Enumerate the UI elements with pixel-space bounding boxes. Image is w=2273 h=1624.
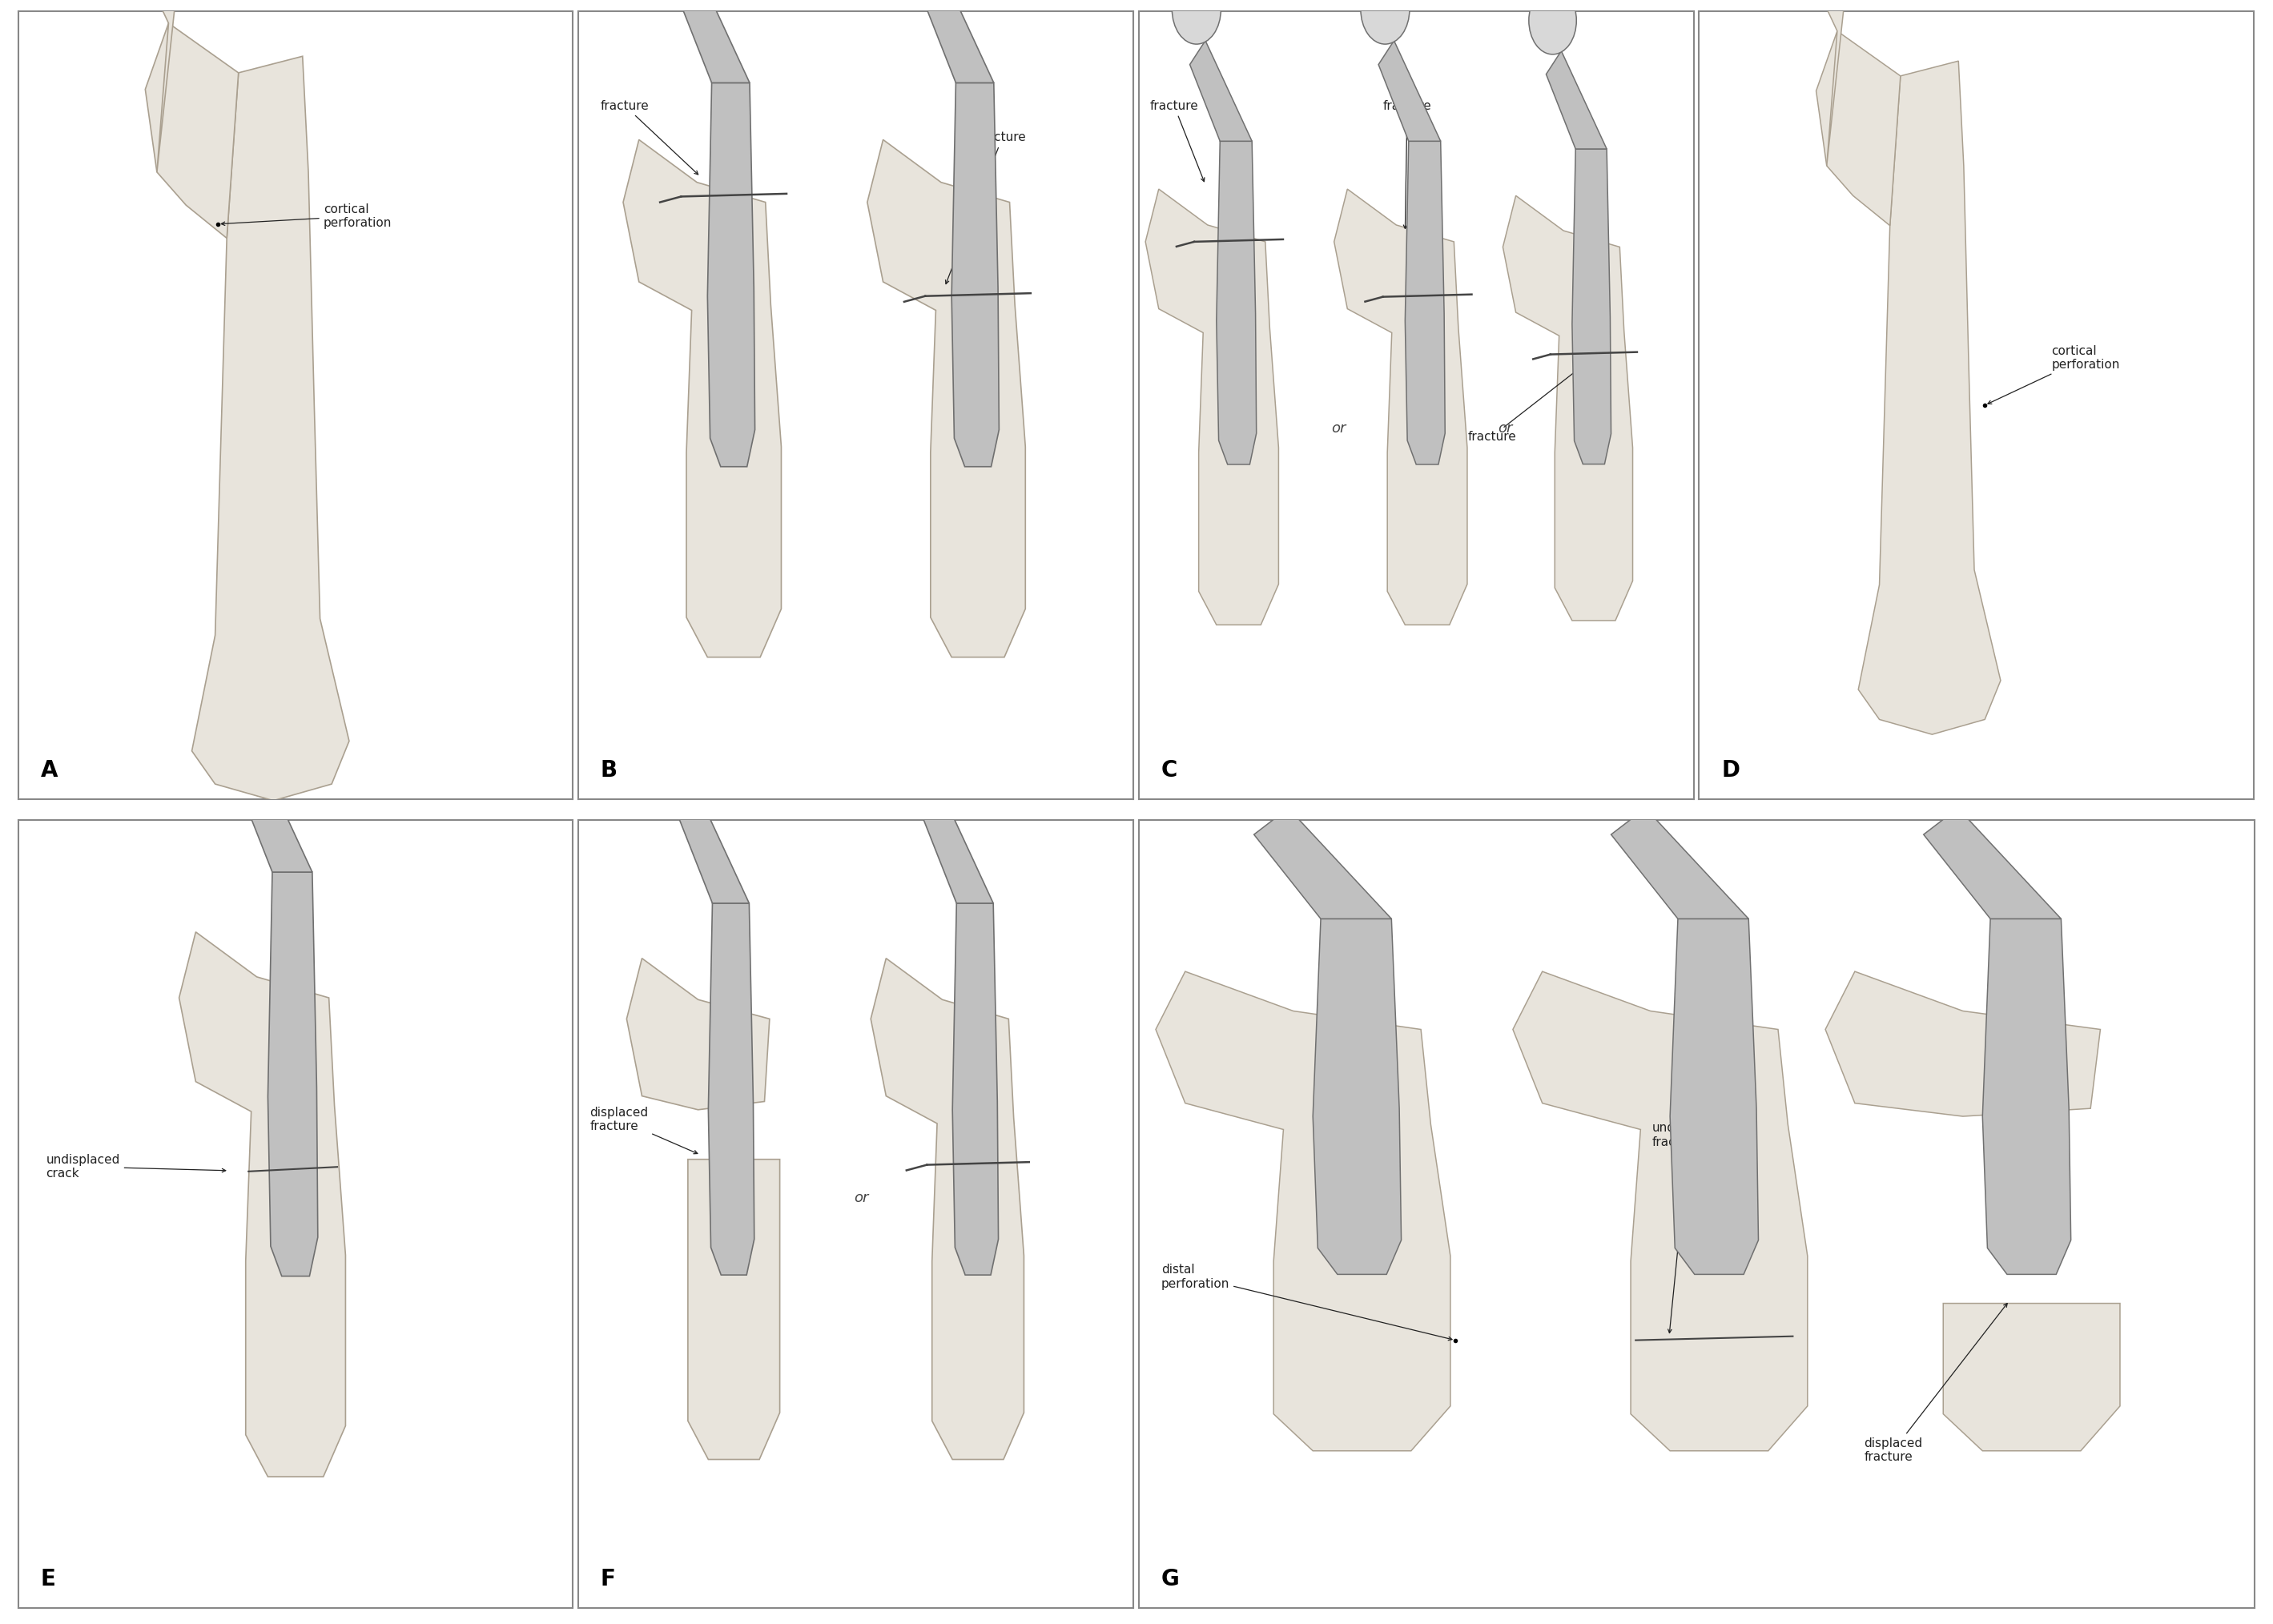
Polygon shape <box>1146 188 1280 625</box>
Polygon shape <box>1255 809 1391 919</box>
Text: or: or <box>855 1190 868 1205</box>
Circle shape <box>1173 0 1221 44</box>
Polygon shape <box>675 0 750 83</box>
Polygon shape <box>1923 809 2062 919</box>
Polygon shape <box>623 140 782 658</box>
Polygon shape <box>1155 971 1450 1450</box>
Polygon shape <box>1405 141 1446 464</box>
Polygon shape <box>1514 971 1807 1450</box>
Polygon shape <box>707 83 755 466</box>
Polygon shape <box>268 872 318 1276</box>
Text: or: or <box>1498 422 1512 435</box>
Polygon shape <box>1796 0 1848 166</box>
Polygon shape <box>1189 41 1252 141</box>
Polygon shape <box>689 1160 780 1460</box>
Polygon shape <box>709 903 755 1275</box>
Polygon shape <box>1612 809 1748 919</box>
Text: cortical
perforation: cortical perforation <box>220 203 391 229</box>
Polygon shape <box>191 57 350 801</box>
Text: fracture: fracture <box>1382 101 1432 229</box>
Polygon shape <box>923 788 993 903</box>
Text: B: B <box>600 760 618 781</box>
Polygon shape <box>180 932 345 1476</box>
Text: distal
perforation: distal perforation <box>1162 1263 1452 1340</box>
Polygon shape <box>123 0 180 172</box>
Text: fracture: fracture <box>946 132 1027 284</box>
Text: fracture: fracture <box>1150 101 1205 182</box>
Polygon shape <box>1816 31 1900 226</box>
Polygon shape <box>1377 41 1441 141</box>
Circle shape <box>1573 736 1680 812</box>
Polygon shape <box>1216 141 1257 464</box>
Polygon shape <box>1573 149 1612 464</box>
Text: displaced
fracture: displaced fracture <box>589 1106 698 1153</box>
Polygon shape <box>1334 188 1468 625</box>
Polygon shape <box>952 83 1000 466</box>
Text: or: or <box>1332 422 1346 435</box>
Polygon shape <box>1943 1304 2121 1450</box>
Polygon shape <box>952 903 998 1275</box>
Text: D: D <box>1721 760 1739 781</box>
Polygon shape <box>234 747 311 872</box>
Circle shape <box>1214 736 1323 812</box>
Polygon shape <box>1859 62 2000 734</box>
Text: fracture: fracture <box>600 101 698 174</box>
Polygon shape <box>1671 919 1759 1275</box>
Polygon shape <box>145 23 239 239</box>
Polygon shape <box>1546 50 1607 149</box>
Text: cortical
perforation: cortical perforation <box>1989 344 2121 404</box>
Polygon shape <box>677 788 750 903</box>
Polygon shape <box>1314 919 1400 1275</box>
Text: G: G <box>1162 1569 1180 1590</box>
Text: displaced
fracture: displaced fracture <box>1864 1304 2007 1463</box>
Text: undisplaced
fracture: undisplaced fracture <box>1652 1122 1725 1333</box>
Polygon shape <box>1502 195 1632 620</box>
Circle shape <box>657 711 714 791</box>
Polygon shape <box>1825 971 2100 1116</box>
Polygon shape <box>921 0 993 83</box>
Polygon shape <box>1982 919 2071 1275</box>
Text: A: A <box>41 760 57 781</box>
Text: undisplaced
crack: undisplaced crack <box>45 1153 225 1179</box>
Text: E: E <box>41 1569 55 1590</box>
Polygon shape <box>871 958 1023 1460</box>
Circle shape <box>902 711 957 791</box>
Circle shape <box>1362 0 1409 44</box>
Polygon shape <box>868 140 1025 658</box>
Circle shape <box>1530 0 1577 54</box>
Text: fracture: fracture <box>1468 369 1580 443</box>
Polygon shape <box>627 958 771 1109</box>
Circle shape <box>1884 736 1993 812</box>
Text: F: F <box>600 1569 616 1590</box>
Text: C: C <box>1162 760 1177 781</box>
Circle shape <box>211 664 273 750</box>
